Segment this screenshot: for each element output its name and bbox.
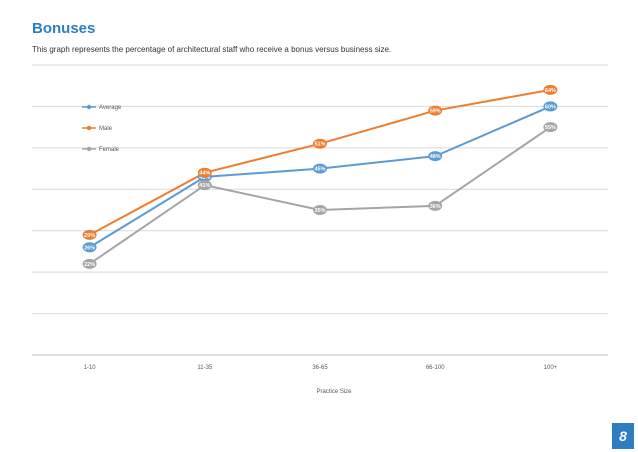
data-label-male: 44% [199,171,210,177]
data-point-female [197,180,212,191]
x-tick-label: 36-65 [312,365,328,371]
data-label-average: 48% [430,154,441,160]
data-point-average [82,242,97,253]
data-label-female: 22% [84,262,95,268]
legend-swatch-marker [86,104,92,110]
legend-swatch-marker [86,146,92,152]
data-point-average [313,163,327,174]
data-point-female [82,258,97,269]
x-tick-label: 11-35 [197,365,213,371]
data-label-male: 29% [84,233,95,239]
data-label-average: 26% [84,245,95,251]
data-label-average: 60% [545,104,556,110]
legend-label: Female [99,147,120,153]
data-label-female: 35% [314,208,325,214]
x-tick-label: 1-10 [84,365,97,371]
page-number-badge: 8 [612,423,634,449]
data-point-female [313,205,327,215]
data-label-average: 45% [314,167,325,173]
data-label-female: 41% [199,183,210,189]
legend-swatch-marker [86,125,92,131]
data-point-male [313,138,327,149]
page-subtitle: This graph represents the percentage of … [32,45,392,54]
data-label-average: 43% [199,175,210,181]
data-point-average [428,151,443,162]
x-tick-label: 100+ [544,365,558,371]
data-label-male: 59% [430,109,441,115]
x-tick-label: 66-100 [426,365,445,371]
data-label-male: 64% [545,88,556,94]
legend-label: Male [99,126,113,132]
data-point-average [543,101,558,112]
series-line-average [89,105,551,249]
legend-label: Average [99,105,122,111]
data-label-female: 36% [430,204,441,210]
data-point-male [197,167,212,178]
data-point-female [428,200,443,211]
data-label-female: 55% [545,125,556,131]
data-label-male: 51% [314,142,325,148]
data-point-male [543,84,558,95]
data-point-female [543,122,558,133]
page-title: Bonuses [32,20,96,37]
data-point-male [82,229,97,240]
data-point-male [428,105,443,116]
x-axis-title: Practice Size [316,389,352,395]
